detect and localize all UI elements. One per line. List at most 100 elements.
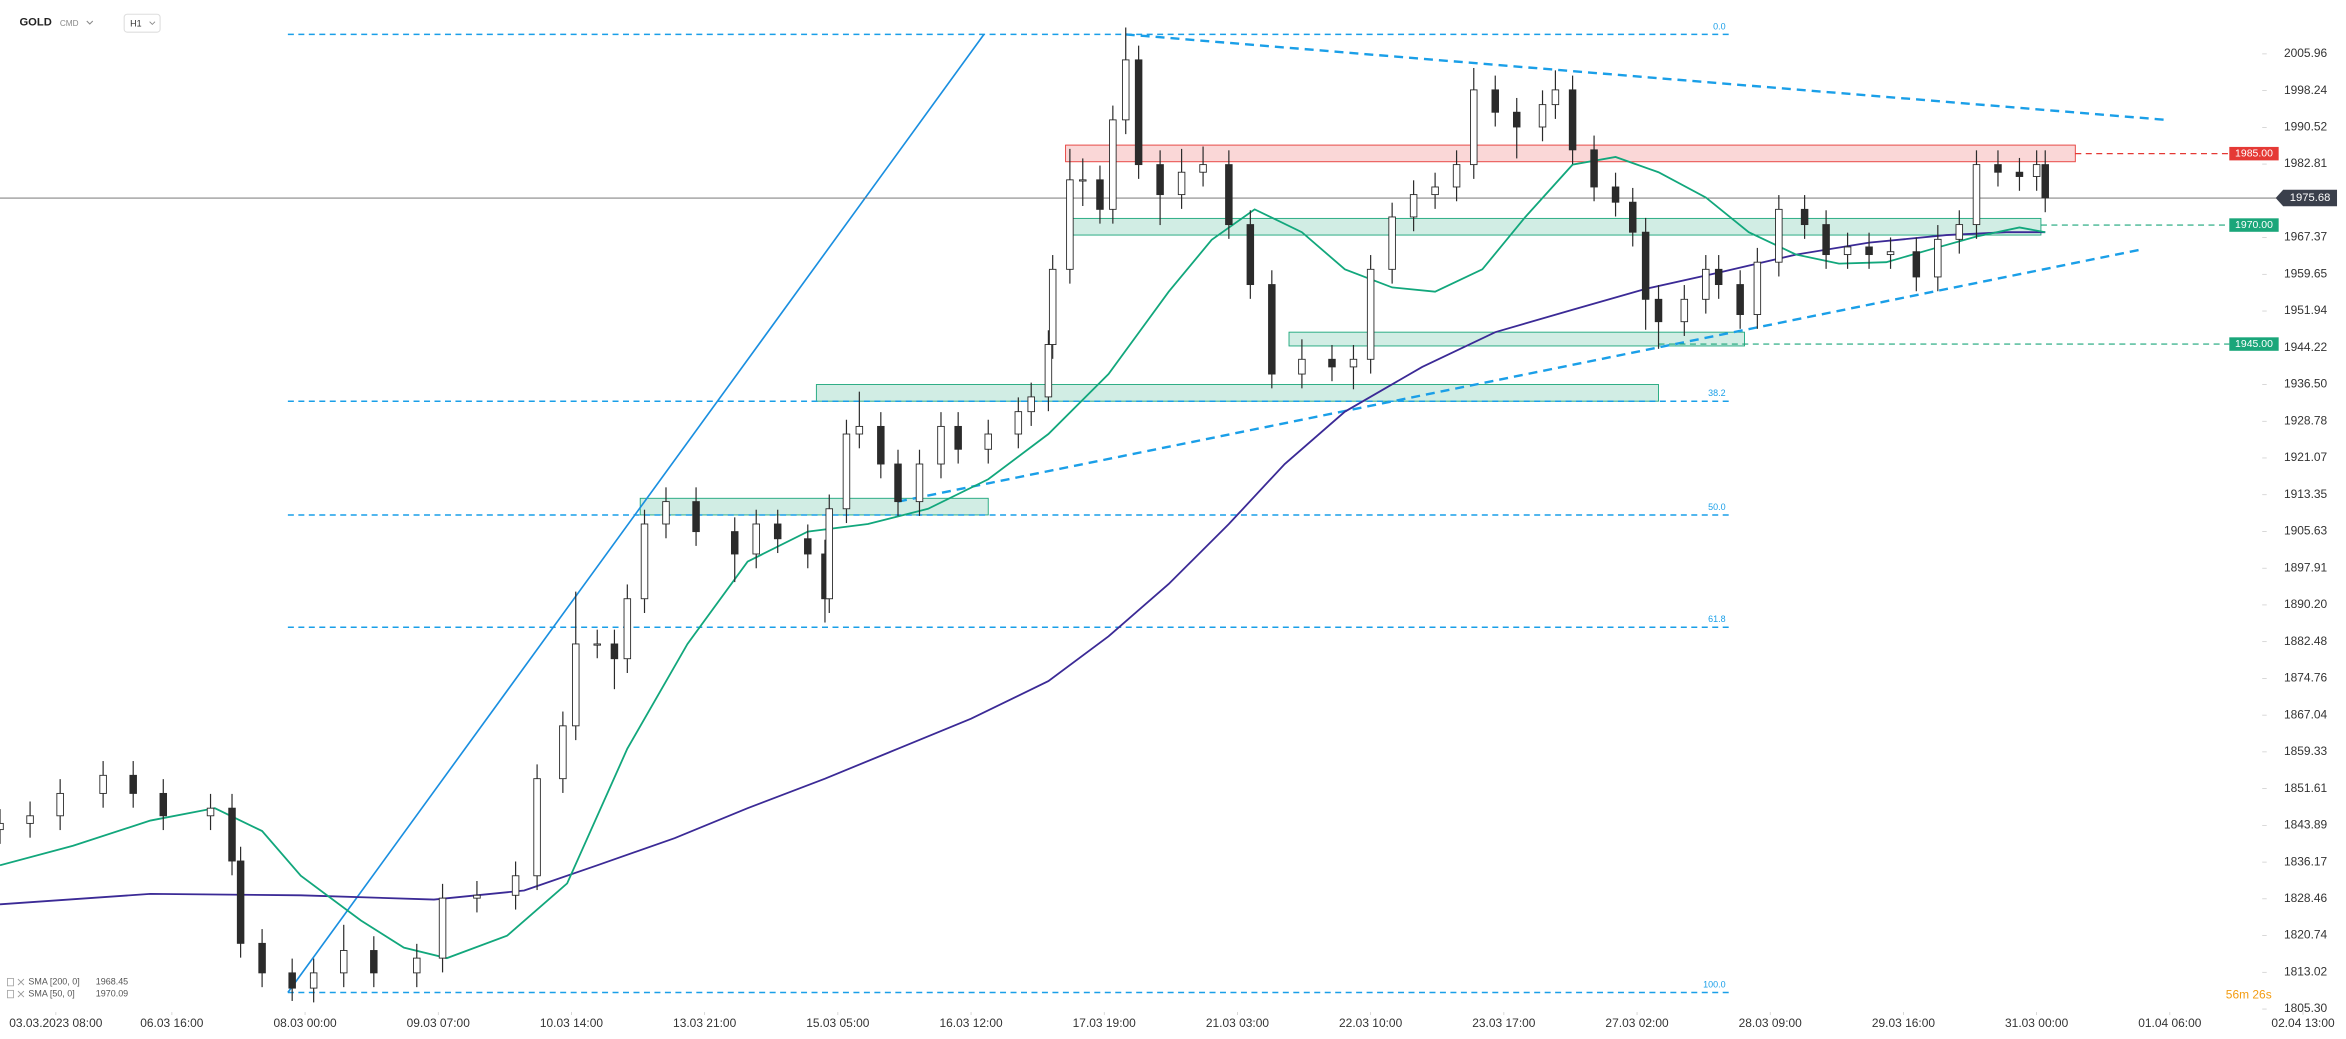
candle-body [2032,164,2041,177]
candle-body [1972,164,1981,226]
candle-body [1134,59,1143,166]
zone [1288,331,1745,347]
candle-body [228,807,236,862]
y-tick-label: 1982.81 [2284,156,2328,170]
candle-body [1048,268,1057,345]
level-label: 1970.00 [2235,220,2273,231]
x-tick-label: 29.03 16:00 [1872,1016,1936,1030]
candle-body [915,463,924,503]
candle-body [1641,231,1650,300]
x-tick-label: 10.03 14:00 [540,1016,604,1030]
symbol[interactable]: GOLD [19,16,51,28]
timeframe[interactable]: H1 [130,18,141,28]
candle-body [1886,251,1895,256]
current-price-badge [2275,189,2338,207]
candle-body [1066,179,1074,270]
candle-body [1753,261,1762,315]
candle-body [894,463,902,503]
x-tick-label: 22.03 10:00 [1339,1016,1403,1030]
candle-body [773,523,782,540]
legend-value: 1968.45 [96,976,128,986]
level-label: 1945.00 [2235,339,2273,350]
candle-body [1800,208,1809,226]
candle-body [1654,298,1663,323]
x-tick-label: 09.03 07:00 [407,1016,471,1030]
y-tick-label: 1951.94 [2284,303,2328,317]
candle-body [572,643,580,727]
candle-body [288,972,296,989]
candle-body [206,807,215,817]
candle-body [1843,246,1852,256]
fib-label: 38.2 [1708,388,1725,398]
x-tick-label: 23.03 17:00 [1472,1016,1536,1030]
candle-body [1349,358,1358,368]
candle-body [1590,149,1598,188]
timeframe-button[interactable] [123,13,161,33]
x-tick-label: 21.03 03:00 [1206,1016,1270,1030]
candle-body [339,950,348,974]
timeframe-dropdown [149,21,156,26]
candle-body [1680,298,1689,323]
y-tick-label: 1944.22 [2284,340,2328,354]
zone [815,384,1659,402]
candle-body [2041,164,2049,199]
x-tick-label: 13.03 21:00 [673,1016,737,1030]
y-tick-label: 1874.76 [2284,671,2328,685]
candle-body [1298,358,1306,375]
candle-body [662,501,670,525]
candle-body [692,501,700,533]
candle-body [1452,164,1461,188]
y-tick-label: 1882.48 [2284,634,2328,648]
candle-body [1199,164,1207,173]
y-tick-label: 1998.24 [2284,83,2328,97]
candle-body [559,725,567,780]
x-tick-label: 06.03 16:00 [140,1016,204,1030]
legend-name: SMA [50, 0] [28,988,74,998]
candle-body [473,894,481,899]
symbol-type: CMD [60,19,79,28]
fib-label: 100.0 [1703,979,1725,989]
current-price-label: 1975.68 [2290,192,2331,204]
sma-line [0,156,2046,960]
candle-body [236,860,245,944]
y-tick-label: 1905.63 [2284,524,2328,538]
zone [1069,217,2042,236]
x-tick-label: 28.03 09:00 [1739,1016,1803,1030]
y-tick-label: 1928.78 [2284,413,2328,427]
y-tick-label: 1820.74 [2284,928,2328,942]
candle-body [877,425,885,465]
candle-body [1934,238,1942,278]
candle-body [1629,201,1637,233]
candle-body [1225,164,1233,226]
countdown: 56m 26s [2226,988,2272,1002]
candle-body [984,433,992,450]
x-tick-label: 01.04 06:00 [2138,1016,2202,1030]
y-tick-label: 1867.04 [2284,707,2328,721]
candle-body [1246,224,1255,286]
candle-body [1538,104,1547,128]
fib-label: 50.0 [1708,502,1725,512]
candle-body [0,822,4,831]
legend-value: 1970.09 [96,988,128,998]
candle-body [1156,164,1164,196]
candle-body [1121,59,1130,121]
candle-body [413,957,421,974]
candle-body [26,815,34,824]
candle-body [610,643,619,660]
candle-body [804,538,812,555]
x-tick-label: 02.04 13:00 [2271,1016,2335,1030]
y-tick-label: 1805.30 [2284,1001,2328,1015]
candle-body [1409,194,1418,218]
fib-label: 0.0 [1713,21,1725,31]
legend-icon [7,977,14,987]
level-label: 1985.00 [2235,148,2273,159]
y-tick-label: 1959.65 [2284,266,2328,280]
candle-body [1568,89,1577,151]
x-tick-label: 16.03 12:00 [939,1016,1003,1030]
y-tick-label: 1851.61 [2284,781,2328,795]
symbol-dropdown[interactable] [86,20,94,25]
x-tick-label: 27.03 02:00 [1605,1016,1669,1030]
candle-body [1551,89,1560,106]
candle-body [855,425,864,435]
